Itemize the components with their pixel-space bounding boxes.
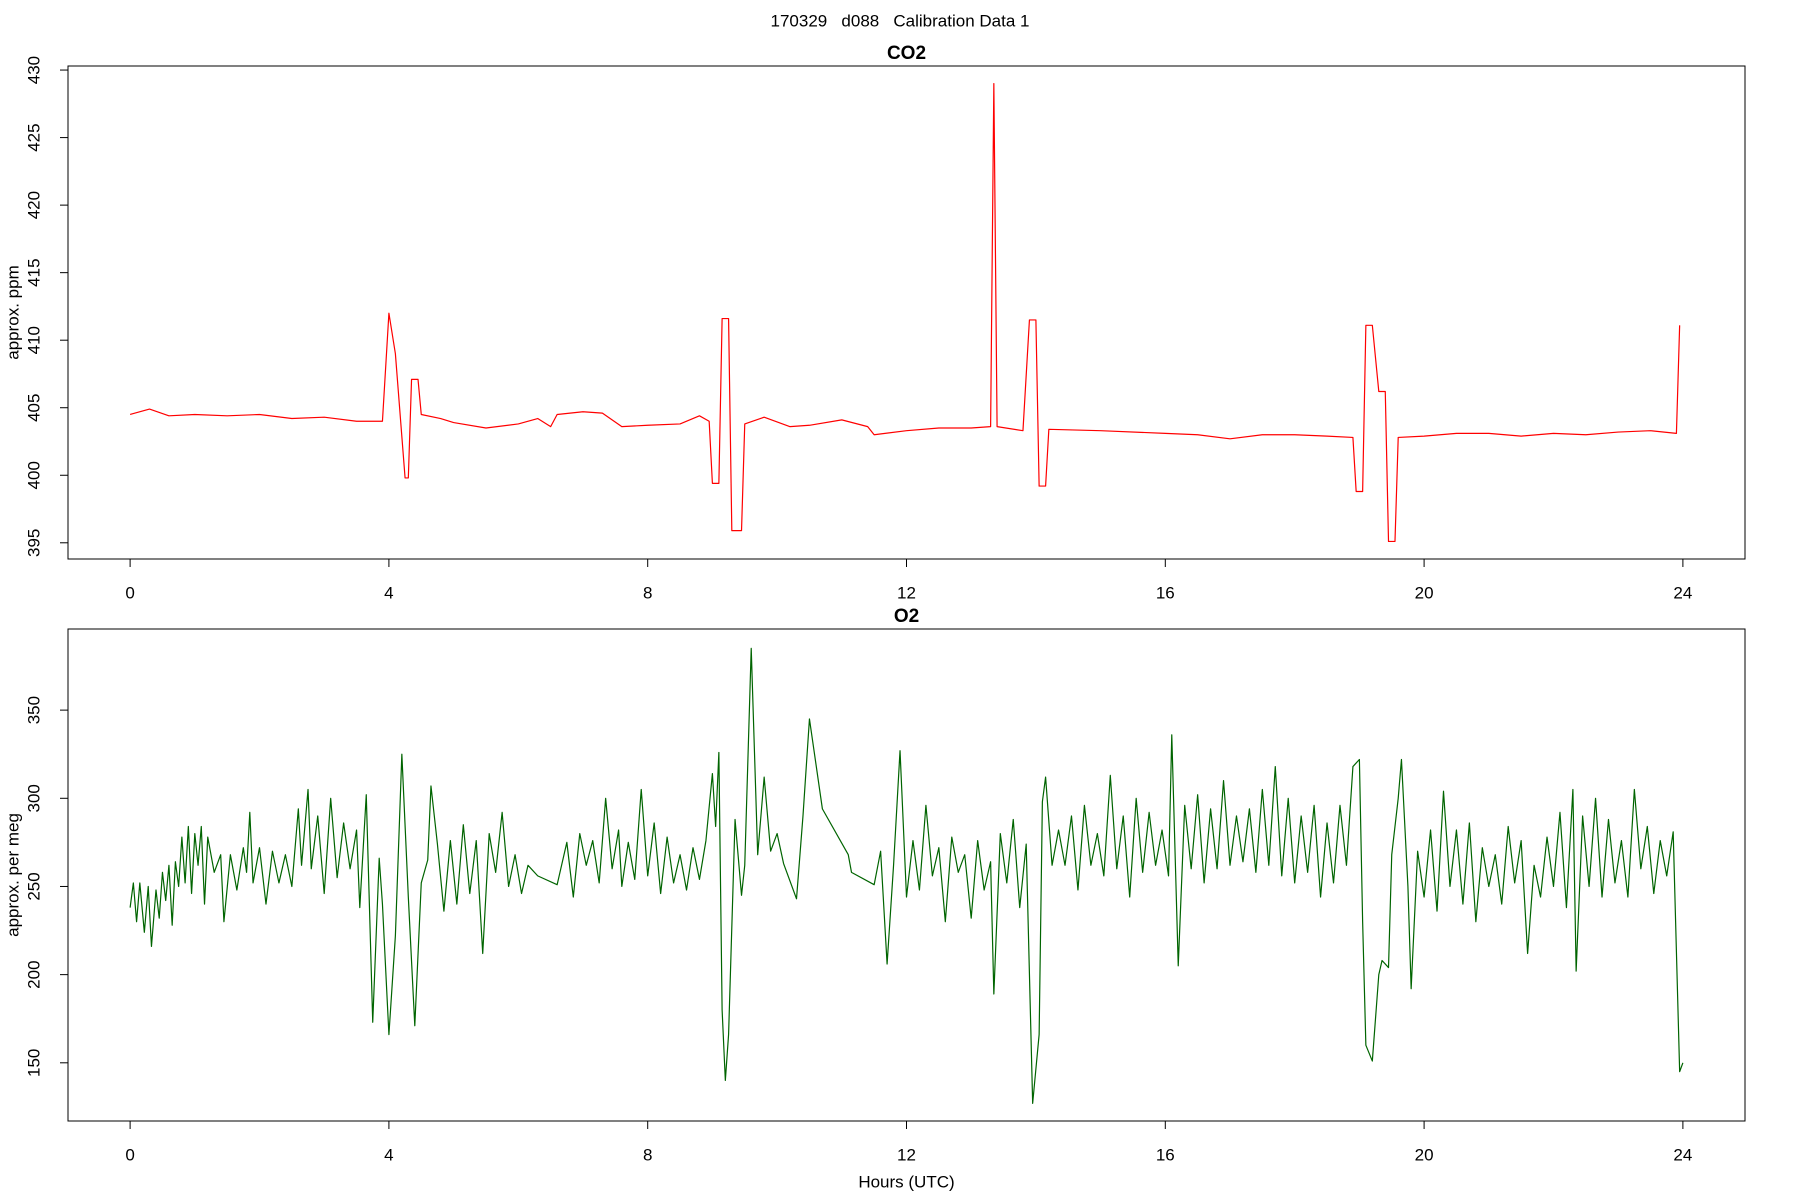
x-axis-label: Hours (UTC): [858, 1172, 954, 1191]
panel-title: O2: [894, 606, 919, 627]
x-tick-label: 20: [1415, 583, 1434, 602]
x-tick-label: 24: [1673, 1145, 1692, 1164]
x-tick-label: 24: [1673, 583, 1692, 602]
y-tick-label: 250: [24, 872, 43, 900]
x-tick-label: 8: [643, 1145, 652, 1164]
x-tick-label: 12: [897, 583, 916, 602]
data-line: [129, 647, 1684, 1104]
x-tick-label: 16: [1156, 1145, 1175, 1164]
y-tick-label: 425: [24, 123, 43, 151]
y-tick-label: 395: [24, 529, 43, 557]
y-tick-label: 150: [24, 1049, 43, 1077]
y-tick-label: 400: [24, 461, 43, 489]
y-tick-label: 350: [24, 696, 43, 724]
y-axis-label: approx. ppm: [3, 265, 22, 360]
plot-box: [67, 65, 1746, 560]
x-tick-label: 0: [125, 1145, 134, 1164]
data-line: [129, 82, 1681, 543]
y-tick-label: 410: [24, 326, 43, 354]
x-tick-label: 12: [897, 1145, 916, 1164]
figure-title: 170329 d088 Calibration Data 1: [771, 11, 1030, 30]
y-tick-label: 420: [24, 191, 43, 219]
y-tick-label: 430: [24, 56, 43, 84]
panel-title: CO2: [887, 43, 926, 64]
y-tick-label: 415: [24, 258, 43, 286]
y-tick-label: 200: [24, 960, 43, 988]
x-tick-label: 4: [384, 1145, 393, 1164]
y-axis-label: approx. per meg: [3, 813, 22, 937]
x-tick-label: 20: [1415, 1145, 1434, 1164]
x-tick-label: 4: [384, 583, 393, 602]
y-tick-label: 300: [24, 784, 43, 812]
plot-box: [67, 628, 1746, 1122]
x-tick-label: 8: [643, 583, 652, 602]
x-tick-label: 16: [1156, 583, 1175, 602]
y-tick-label: 405: [24, 394, 43, 422]
x-tick-label: 0: [125, 583, 134, 602]
